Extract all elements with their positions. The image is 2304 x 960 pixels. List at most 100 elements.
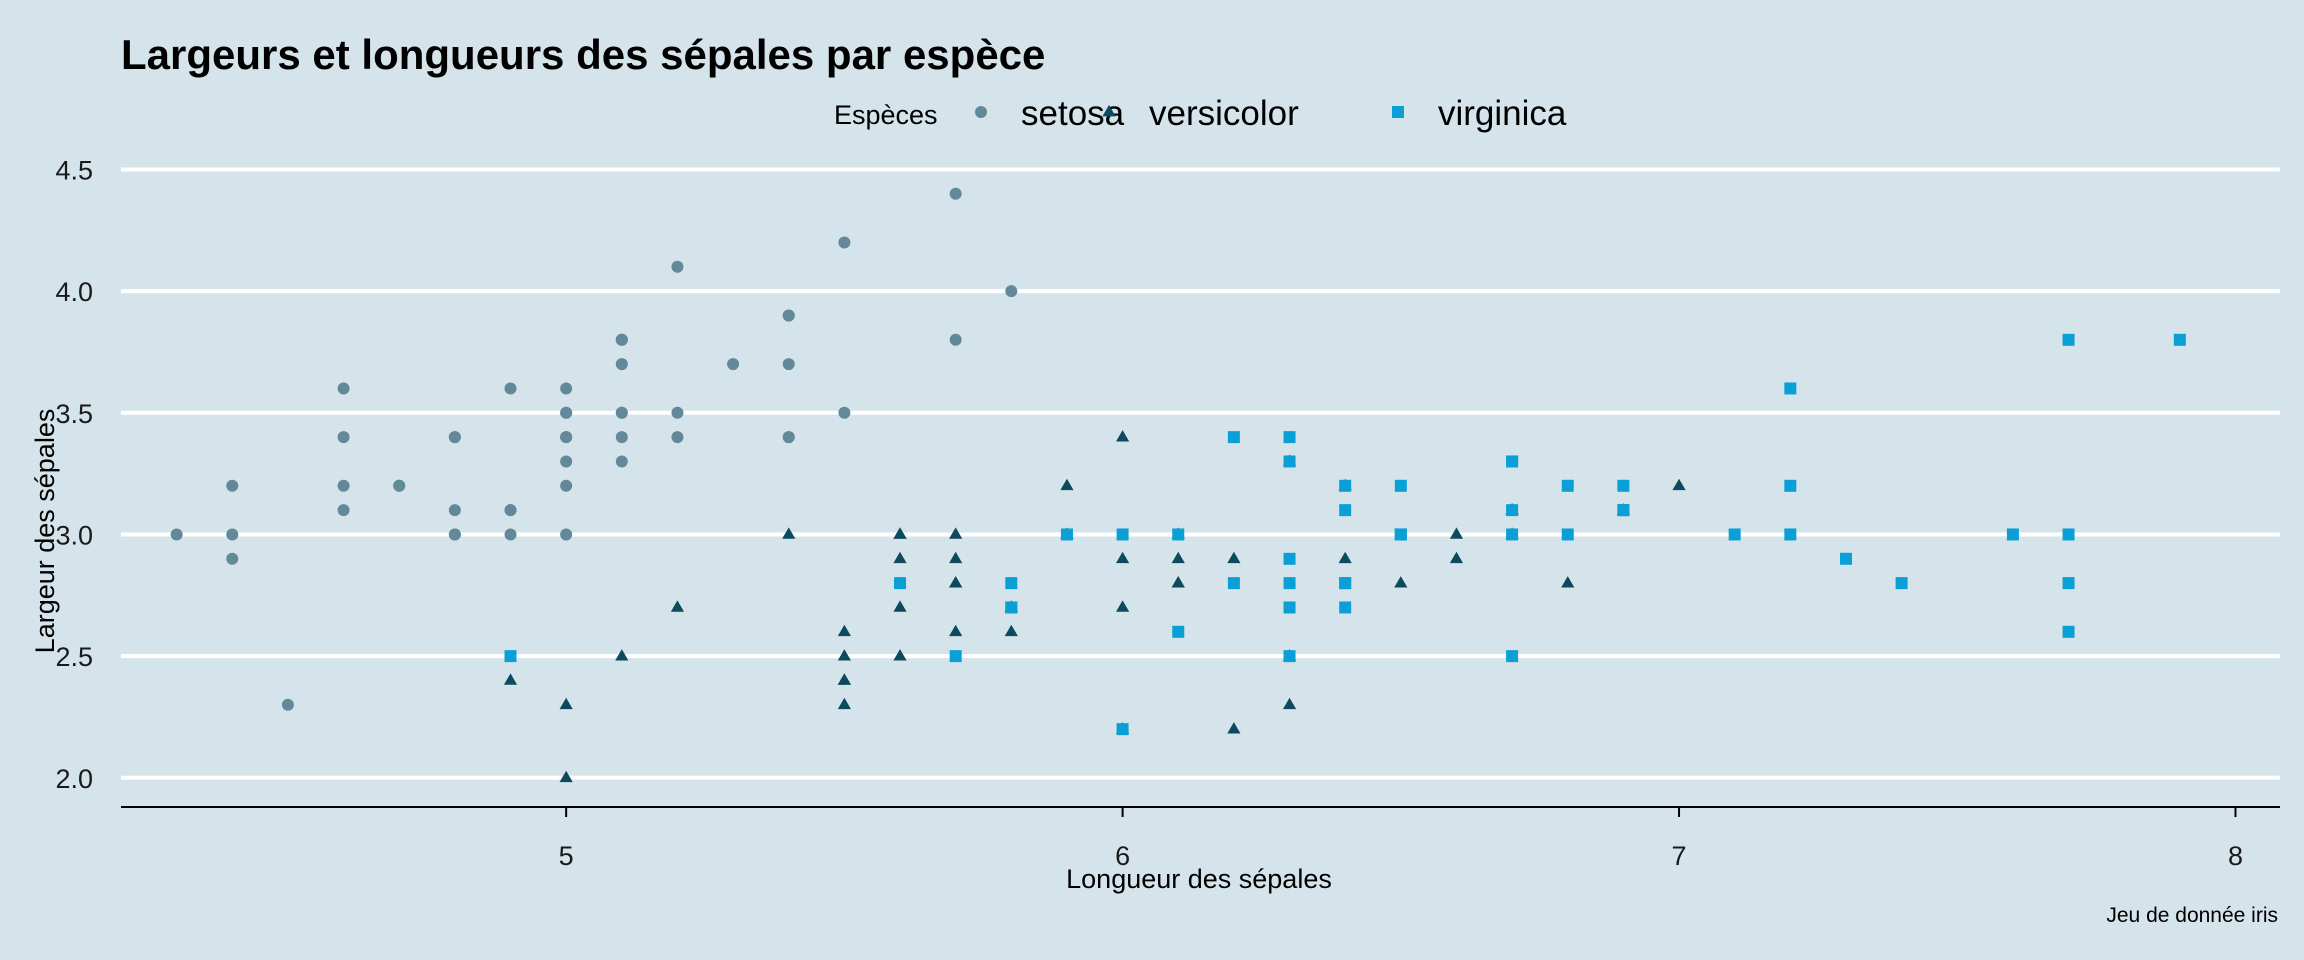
point-setosa <box>281 698 294 711</box>
point-versicolor <box>949 576 963 588</box>
point-setosa <box>615 431 628 444</box>
point-versicolor <box>1171 576 1185 588</box>
point-setosa <box>448 431 461 444</box>
point-virginica <box>1506 455 1519 468</box>
point-setosa <box>560 479 573 492</box>
point-setosa <box>671 260 684 273</box>
point-versicolor <box>1171 551 1185 564</box>
point-versicolor <box>559 770 573 783</box>
point-virginica <box>1839 552 1852 565</box>
legend-label-versicolor: versicolor <box>1149 94 1299 133</box>
point-setosa <box>560 431 573 444</box>
legend-label-virginica: virginica <box>1438 94 1567 133</box>
point-virginica <box>1784 479 1797 492</box>
point-virginica <box>1116 723 1129 736</box>
point-setosa <box>504 504 517 517</box>
point-setosa <box>560 382 573 395</box>
point-virginica <box>1728 528 1741 541</box>
x-axis-title: Longueur des sépales <box>1066 864 1332 894</box>
y-tick-label: 3.0 <box>55 520 93 550</box>
point-versicolor <box>1672 478 1686 491</box>
point-virginica <box>1116 528 1129 541</box>
point-virginica <box>1283 650 1296 663</box>
point-versicolor <box>1449 527 1464 539</box>
point-setosa <box>226 528 239 541</box>
point-virginica <box>1227 431 1240 444</box>
point-setosa <box>337 382 350 395</box>
point-virginica <box>2062 528 2075 541</box>
point-setosa <box>671 431 684 444</box>
x-tick-label: 7 <box>1672 841 1687 871</box>
point-virginica <box>949 650 962 663</box>
point-virginica <box>1339 601 1352 614</box>
point-setosa <box>393 479 406 492</box>
legend: Espèces setosa versicolor virginica <box>834 94 1567 133</box>
point-versicolor <box>1227 722 1241 734</box>
point-virginica <box>1506 650 1519 663</box>
legend-items: setosa versicolor virginica <box>975 94 1567 133</box>
point-versicolor <box>615 649 629 661</box>
point-setosa <box>782 358 795 371</box>
point-versicolor <box>670 600 685 612</box>
point-versicolor <box>1449 551 1464 564</box>
point-versicolor <box>1227 551 1241 564</box>
point-setosa <box>615 455 628 468</box>
y-tick-label: 4.0 <box>55 277 93 307</box>
point-versicolor <box>949 624 963 637</box>
point-versicolor <box>837 697 851 710</box>
chart-title: Largeurs et longueurs des sépales par es… <box>121 31 1045 78</box>
point-versicolor <box>949 527 963 539</box>
y-tick-label: 3.5 <box>55 399 93 429</box>
point-setosa <box>782 309 795 322</box>
point-versicolor <box>893 551 907 564</box>
point-virginica <box>2062 577 2075 590</box>
point-virginica <box>1784 382 1797 395</box>
point-setosa <box>170 528 183 541</box>
point-virginica <box>1172 625 1185 638</box>
point-setosa <box>838 406 851 419</box>
point-setosa <box>337 504 350 517</box>
point-versicolor <box>893 649 907 661</box>
point-versicolor <box>1561 576 1575 588</box>
point-versicolor <box>1338 551 1352 564</box>
point-virginica <box>1339 479 1352 492</box>
x-tick-label: 8 <box>2228 841 2243 871</box>
legend-key-versicolor <box>1102 104 1116 117</box>
legend-key-virginica <box>1392 106 1404 118</box>
point-versicolor <box>782 527 796 539</box>
point-virginica <box>1784 528 1797 541</box>
point-versicolor <box>503 673 518 685</box>
point-setosa <box>504 382 517 395</box>
point-versicolor <box>837 649 851 661</box>
point-virginica <box>1394 479 1407 492</box>
point-virginica <box>1617 504 1630 517</box>
y-tick-label: 2.0 <box>55 764 93 794</box>
point-virginica <box>1060 528 1073 541</box>
point-versicolor <box>1004 624 1018 637</box>
point-virginica <box>2062 625 2075 638</box>
point-versicolor <box>1282 697 1297 710</box>
point-virginica <box>1561 479 1574 492</box>
point-virginica <box>2062 333 2075 346</box>
x-tick-label: 6 <box>1115 841 1130 871</box>
point-virginica <box>1172 528 1185 541</box>
point-virginica <box>1005 577 1018 590</box>
point-setosa <box>448 528 461 541</box>
point-virginica <box>1394 528 1407 541</box>
point-virginica <box>1617 479 1630 492</box>
point-setosa <box>615 333 628 346</box>
point-setosa <box>560 406 573 419</box>
x-axis-ticks: 5 6 7 8 <box>559 807 2243 871</box>
point-versicolor <box>1060 478 1074 491</box>
point-versicolor <box>559 697 573 710</box>
point-versicolor <box>837 673 851 685</box>
point-virginica <box>1339 504 1352 517</box>
legend-title: Espèces <box>834 100 938 130</box>
point-versicolor <box>893 600 907 612</box>
point-setosa <box>337 479 350 492</box>
point-virginica <box>1339 577 1352 590</box>
x-tick-label: 5 <box>559 841 574 871</box>
y-tick-label: 4.5 <box>55 155 93 185</box>
point-virginica <box>2006 528 2019 541</box>
